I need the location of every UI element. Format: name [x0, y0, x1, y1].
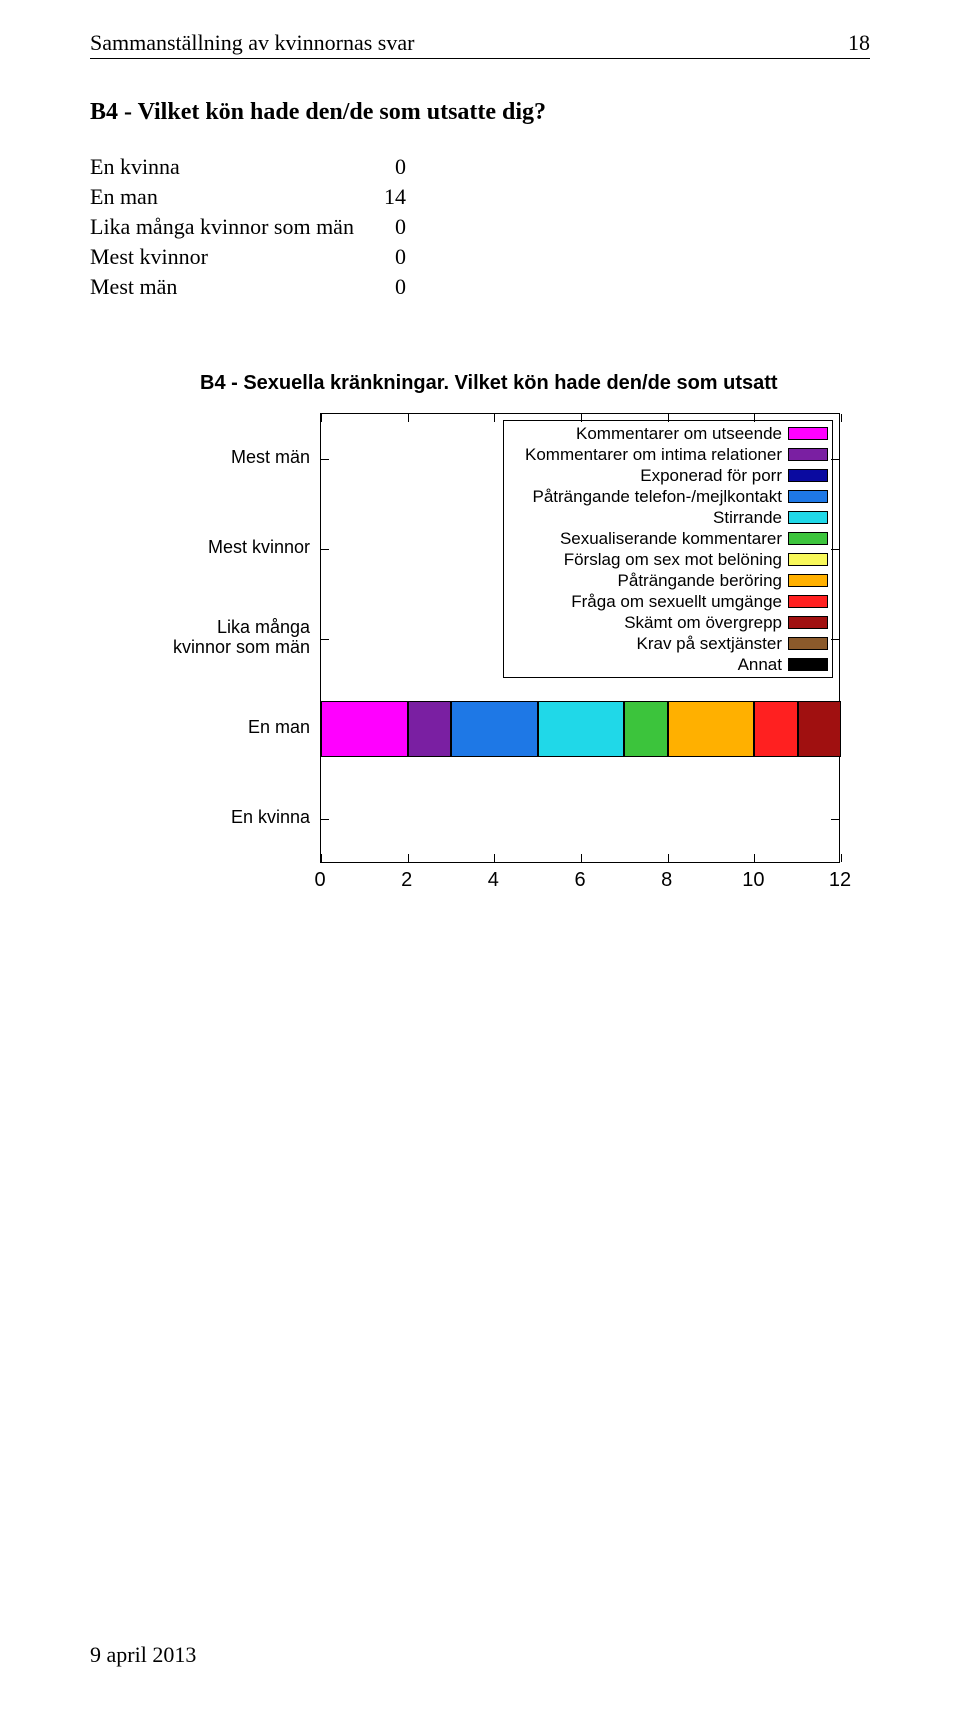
- y-axis-label: Lika mångakvinnor som män: [160, 618, 310, 658]
- legend-swatch: [788, 658, 828, 671]
- x-axis-label: 6: [574, 869, 585, 892]
- bar-segment: [451, 701, 538, 757]
- bar-segment: [408, 701, 451, 757]
- legend-swatch: [788, 616, 828, 629]
- plot-box: Kommentarer om utseendeKommentarer om in…: [320, 413, 840, 863]
- y-axis-label: En kvinna: [160, 808, 310, 828]
- legend-row: Påträngande telefon-/mejlkontakt: [508, 486, 828, 507]
- bar-segment: [538, 701, 625, 757]
- legend-label: Sexualiserande kommentarer: [560, 529, 788, 549]
- table-cell-value: 0: [384, 242, 406, 272]
- legend-swatch: [788, 595, 828, 608]
- bar-segment: [668, 701, 755, 757]
- legend-row: Kommentarer om utseende: [508, 423, 828, 444]
- table-cell-value: 0: [384, 212, 406, 242]
- legend-swatch: [788, 490, 828, 503]
- legend-row: Påträngande beröring: [508, 570, 828, 591]
- legend-label: Förslag om sex mot belöning: [564, 550, 788, 570]
- legend-swatch: [788, 511, 828, 524]
- legend-label: Fråga om sexuellt umgänge: [571, 592, 788, 612]
- y-axis-labels: Mest män Mest kvinnor Lika mångakvinnor so…: [160, 413, 320, 863]
- legend-swatch: [788, 574, 828, 587]
- legend-swatch: [788, 448, 828, 461]
- legend-label: Stirrande: [713, 508, 788, 528]
- table-cell-label: Mest kvinnor: [90, 242, 384, 272]
- legend-swatch: [788, 427, 828, 440]
- bar-segment: [754, 701, 797, 757]
- legend-label: Krav på sextjänster: [636, 634, 788, 654]
- legend-label: Påträngande beröring: [618, 571, 788, 591]
- table-row: Mest kvinnor 0: [90, 242, 406, 272]
- legend-row: Sexualiserande kommentarer: [508, 528, 828, 549]
- legend-swatch: [788, 637, 828, 650]
- legend-swatch: [788, 532, 828, 545]
- legend-label: Annat: [738, 655, 788, 675]
- legend-label: Påträngande telefon-/mejlkontakt: [533, 487, 789, 507]
- bar-segment: [624, 701, 667, 757]
- chart-area: Mest män Mest kvinnor Lika mångakvinnor so…: [160, 413, 840, 933]
- response-table: En kvinna 0 En man 14 Lika många kvinnor…: [90, 152, 406, 302]
- legend-row: Skämt om övergrepp: [508, 612, 828, 633]
- x-axis-label: 0: [314, 869, 325, 892]
- table-row: Lika många kvinnor som män 0: [90, 212, 406, 242]
- table-cell-value: 0: [384, 152, 406, 182]
- x-axis-label: 12: [829, 869, 851, 892]
- x-axis-label: 2: [401, 869, 412, 892]
- legend-row: Fråga om sexuellt umgänge: [508, 591, 828, 612]
- table-cell-label: Mest män: [90, 272, 384, 302]
- bar-segment: [798, 701, 841, 757]
- table-cell-label: Lika många kvinnor som män: [90, 212, 384, 242]
- legend-label: Kommentarer om intima relationer: [525, 445, 788, 465]
- legend-row: Annat: [508, 654, 828, 675]
- table-row: En kvinna 0: [90, 152, 406, 182]
- legend-swatch: [788, 469, 828, 482]
- y-axis-label: Mest kvinnor: [160, 538, 310, 558]
- x-axis-label: 4: [488, 869, 499, 892]
- x-axis-label: 8: [661, 869, 672, 892]
- table-cell-value: 0: [384, 272, 406, 302]
- legend-row: Krav på sextjänster: [508, 633, 828, 654]
- chart-title: B4 - Sexuella kränkningar. Vilket kön ha…: [160, 372, 870, 395]
- chart-legend: Kommentarer om utseendeKommentarer om in…: [503, 420, 833, 678]
- page: Sammanställning av kvinnornas svar 18 B4…: [0, 0, 960, 1718]
- legend-row: Exponerad för porr: [508, 465, 828, 486]
- legend-label: Kommentarer om utseende: [576, 424, 788, 444]
- y-axis-label: Mest män: [160, 448, 310, 468]
- legend-swatch: [788, 553, 828, 566]
- x-axis-label: 10: [742, 869, 764, 892]
- table-row: En man 14: [90, 182, 406, 212]
- legend-row: Kommentarer om intima relationer: [508, 444, 828, 465]
- page-header: Sammanställning av kvinnornas svar 18: [90, 30, 870, 59]
- legend-row: Förslag om sex mot belöning: [508, 549, 828, 570]
- table-cell-label: En man: [90, 182, 384, 212]
- bar-segment: [321, 701, 408, 757]
- table-row: Mest män 0: [90, 272, 406, 302]
- table-cell-label: En kvinna: [90, 152, 384, 182]
- y-axis-label: En man: [160, 718, 310, 738]
- legend-label: Skämt om övergrepp: [624, 613, 788, 633]
- table-cell-value: 14: [384, 182, 406, 212]
- header-page-number: 18: [848, 30, 870, 56]
- legend-label: Exponerad för porr: [640, 466, 788, 486]
- header-left: Sammanställning av kvinnornas svar: [90, 30, 414, 56]
- footer-date: 9 april 2013: [90, 1642, 196, 1668]
- question-title: B4 - Vilket kön hade den/de som utsatte …: [90, 99, 870, 126]
- legend-row: Stirrande: [508, 507, 828, 528]
- x-axis-labels: 024681012: [320, 869, 840, 899]
- chart: B4 - Sexuella kränkningar. Vilket kön ha…: [160, 372, 870, 933]
